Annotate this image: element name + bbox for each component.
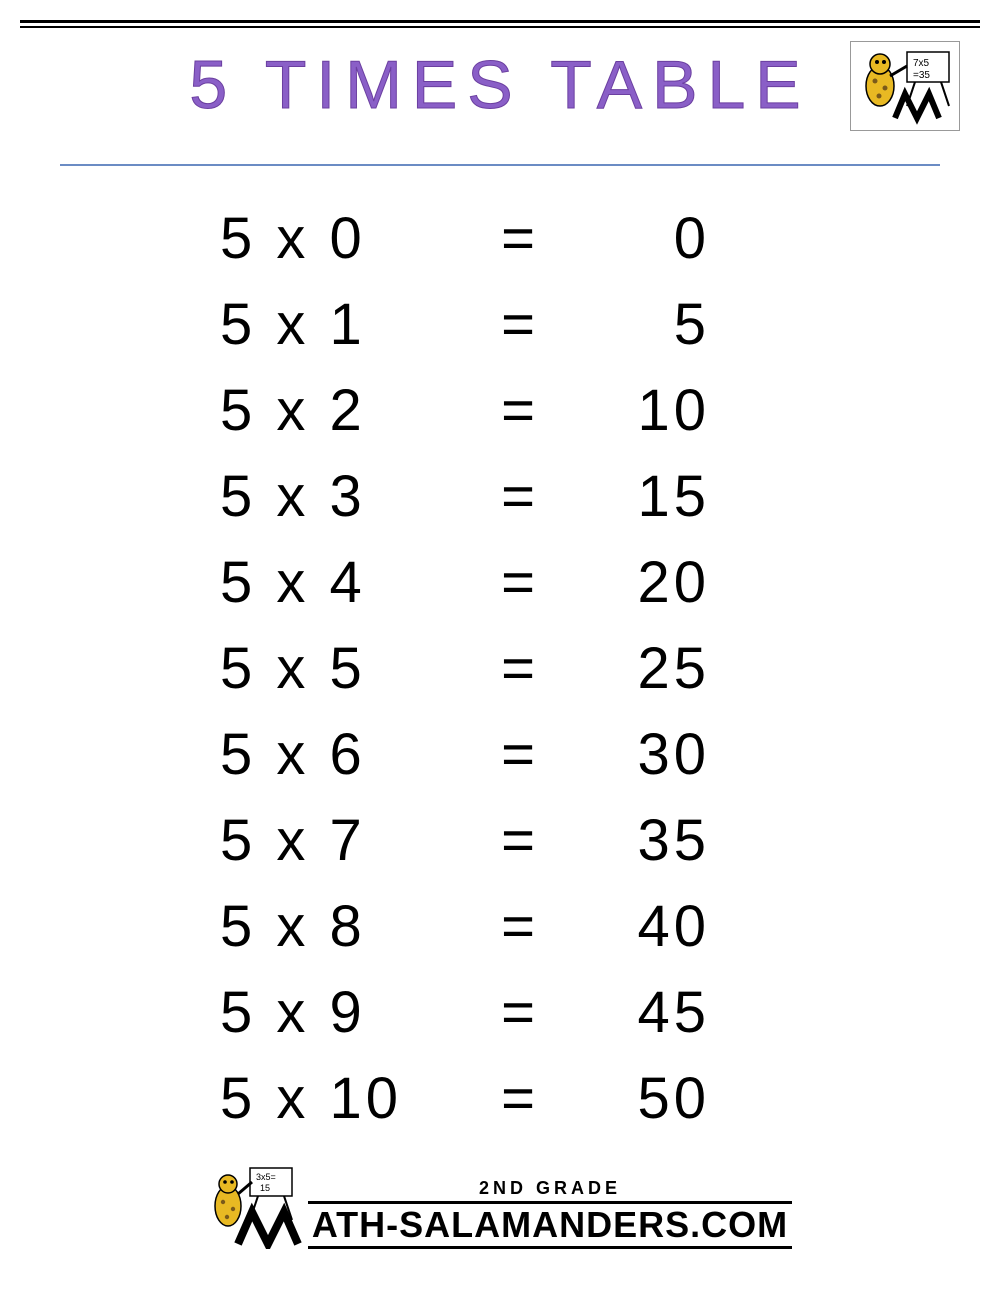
equation-lhs: 5 x 2 (220, 368, 470, 454)
footer-text: 2ND GRADE ATH-SALAMANDERS.COM (308, 1178, 792, 1249)
equation-result: 45 (570, 970, 710, 1056)
equation-lhs: 5 x 5 (220, 626, 470, 712)
table-row: 5 x 3=15 (220, 454, 780, 540)
table-row: 5 x 7=35 (220, 798, 780, 884)
equation-lhs: 5 x 1 (220, 282, 470, 368)
equation-result: 5 (570, 282, 710, 368)
equals-sign: = (470, 1056, 570, 1142)
equation-result: 25 (570, 626, 710, 712)
equation-result: 30 (570, 712, 710, 798)
equation-result: 50 (570, 1056, 710, 1142)
table-row: 5 x 1=5 (220, 282, 780, 368)
header-underline (60, 164, 940, 166)
equals-sign: = (470, 884, 570, 970)
equals-sign: = (470, 626, 570, 712)
logo-board-text-top: 7x5 (913, 58, 930, 69)
equals-sign: = (470, 798, 570, 884)
equation-result: 40 (570, 884, 710, 970)
table-row: 5 x 5=25 (220, 626, 780, 712)
footer-board-text-top: 3x5= (256, 1172, 276, 1182)
salamander-icon: 7x5 =35 (855, 46, 955, 126)
equation-lhs: 5 x 9 (220, 970, 470, 1056)
equation-lhs: 5 x 6 (220, 712, 470, 798)
header-logo: 7x5 =35 (850, 41, 960, 131)
table-row: 5 x 4=20 (220, 540, 780, 626)
equation-result: 35 (570, 798, 710, 884)
footer: 3x5= 15 2ND GRADE ATH-SALAMANDERS.COM (0, 1164, 1000, 1254)
equation-lhs: 5 x 10 (220, 1056, 470, 1142)
equals-sign: = (470, 540, 570, 626)
equals-sign: = (470, 368, 570, 454)
equation-lhs: 5 x 7 (220, 798, 470, 884)
equation-result: 15 (570, 454, 710, 540)
equals-sign: = (470, 454, 570, 540)
footer-board-text-bottom: 15 (260, 1183, 270, 1193)
equation-lhs: 5 x 3 (220, 454, 470, 540)
top-rule (20, 20, 980, 28)
header: 5 TIMES TABLE 7x5 =35 (60, 46, 940, 156)
table-row: 5 x 10=50 (220, 1056, 780, 1142)
equation-lhs: 5 x 0 (220, 196, 470, 282)
footer-grade: 2ND GRADE (308, 1178, 792, 1199)
table-row: 5 x 9=45 (220, 970, 780, 1056)
table-row: 5 x 2=10 (220, 368, 780, 454)
equals-sign: = (470, 712, 570, 798)
equals-sign: = (470, 196, 570, 282)
equation-result: 0 (570, 196, 710, 282)
equation-result: 10 (570, 368, 710, 454)
times-table: 5 x 0=05 x 1=55 x 2=105 x 3=155 x 4=205 … (220, 196, 780, 1142)
footer-logo: 3x5= 15 (208, 1164, 308, 1249)
equation-lhs: 5 x 4 (220, 540, 470, 626)
table-row: 5 x 8=40 (220, 884, 780, 970)
footer-site: ATH-SALAMANDERS.COM (308, 1201, 792, 1249)
equals-sign: = (470, 970, 570, 1056)
equation-lhs: 5 x 8 (220, 884, 470, 970)
page-title: 5 TIMES TABLE (60, 46, 940, 124)
salamander-footer-icon: 3x5= 15 (208, 1164, 308, 1249)
equals-sign: = (470, 282, 570, 368)
logo-board-text-bottom: =35 (913, 70, 930, 81)
table-row: 5 x 6=30 (220, 712, 780, 798)
equation-result: 20 (570, 540, 710, 626)
table-row: 5 x 0=0 (220, 196, 780, 282)
